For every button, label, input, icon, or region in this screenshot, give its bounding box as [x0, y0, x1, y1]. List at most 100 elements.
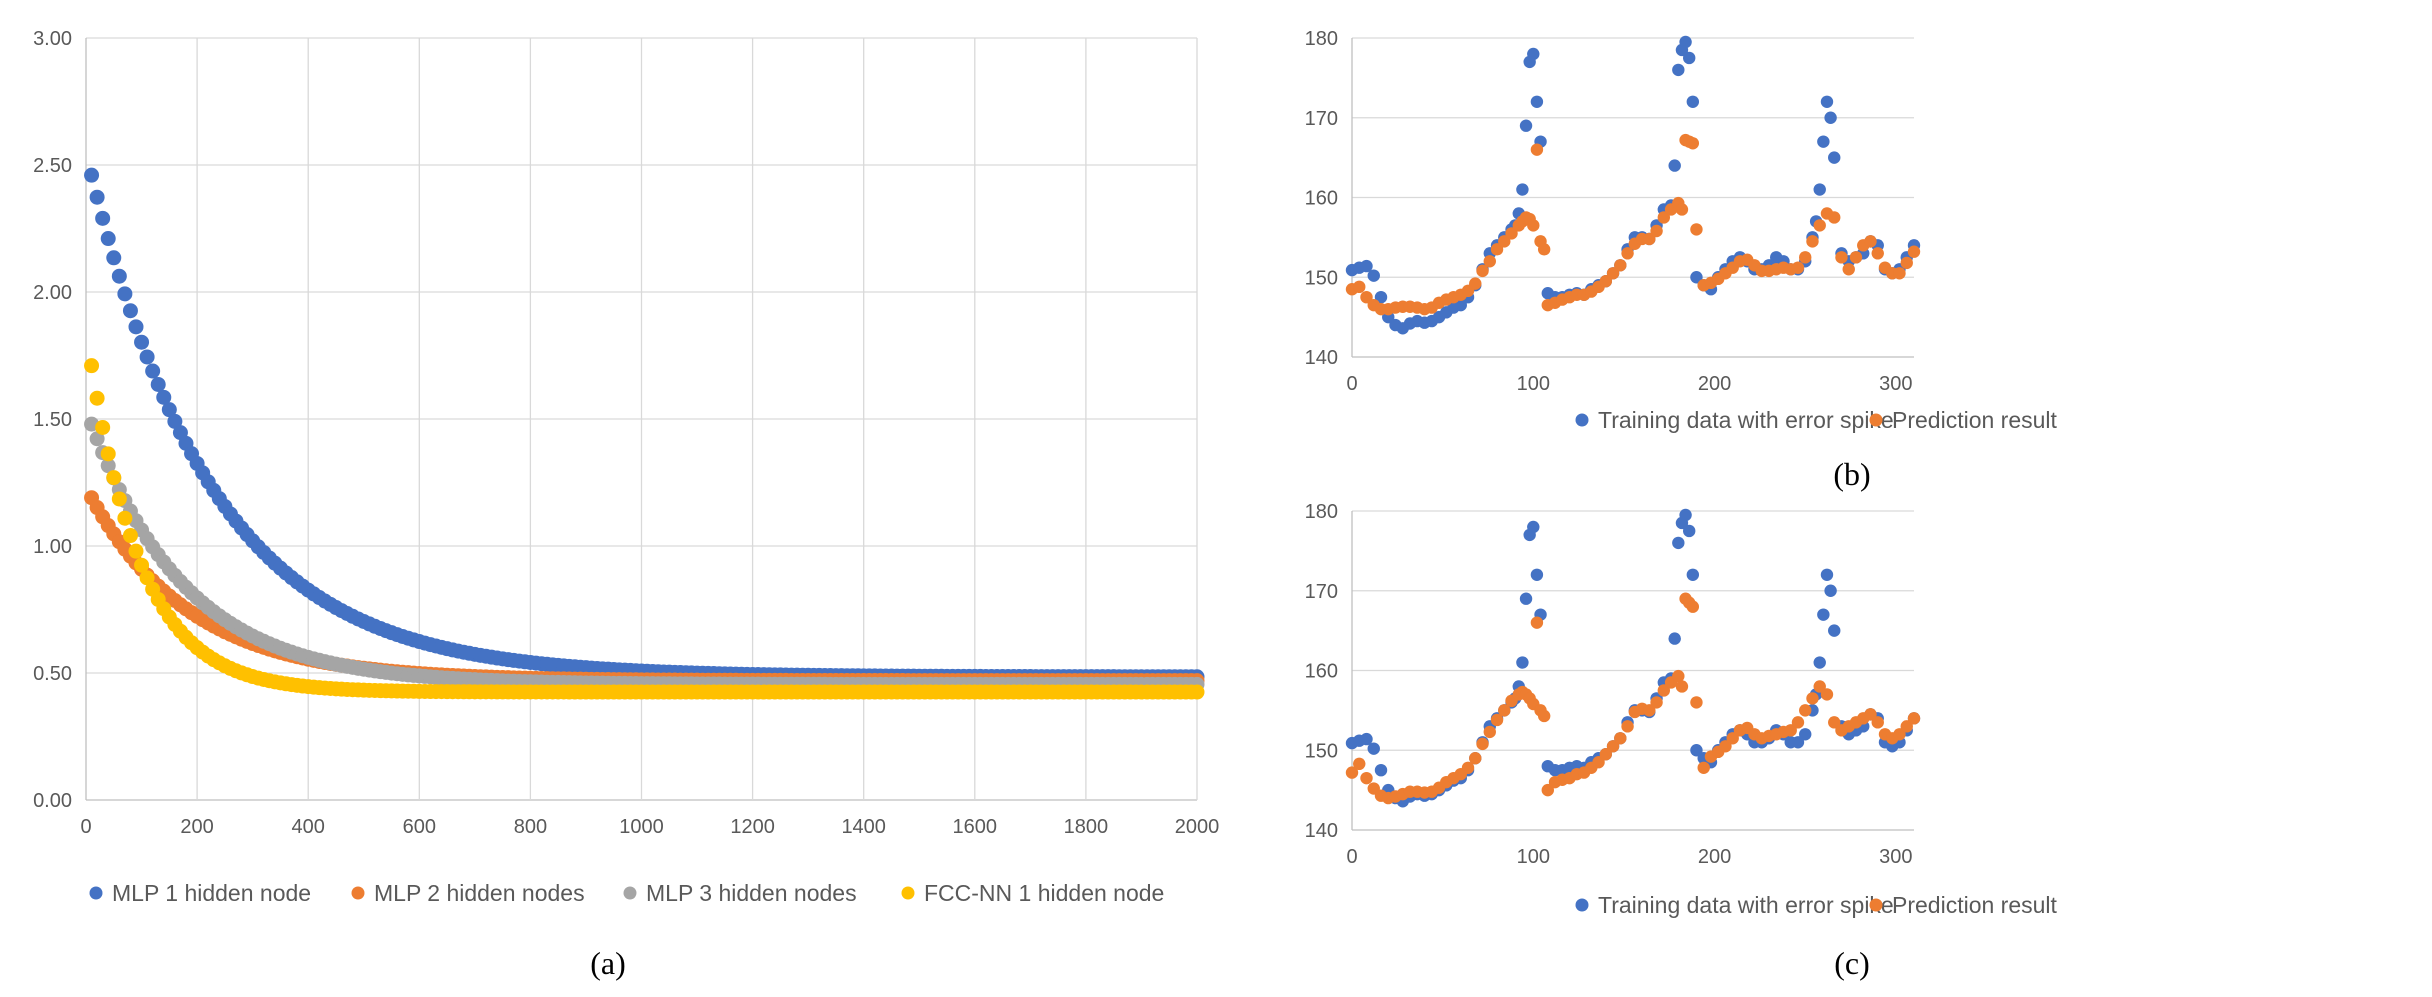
chart-c-x-ticks: 0 100 200 300 — [1346, 846, 1912, 868]
x-tick-label: 0 — [80, 816, 91, 838]
data-point — [1893, 728, 1906, 741]
data-point — [1871, 716, 1884, 729]
data-point — [1367, 269, 1380, 282]
chart-b-grid — [1351, 37, 1914, 358]
data-point — [1824, 584, 1837, 597]
data-point — [1516, 656, 1529, 669]
y-tick-label: 160 — [1305, 188, 1338, 210]
data-point — [84, 358, 100, 374]
data-point — [1530, 143, 1544, 156]
legend-marker — [351, 886, 365, 900]
data-point — [1650, 224, 1663, 238]
series-0 — [1345, 35, 1921, 335]
data-point — [1353, 757, 1366, 771]
chart-c-legend: Training data with error spikePrediction… — [1575, 892, 2058, 918]
data-point — [1519, 592, 1533, 605]
data-point — [100, 446, 116, 462]
data-point — [1374, 763, 1388, 777]
x-tick-label: 800 — [514, 816, 547, 838]
y-tick-label: 170 — [1305, 108, 1338, 130]
data-point — [1657, 211, 1671, 224]
y-tick-label: 1.50 — [33, 409, 72, 431]
data-point — [1599, 748, 1613, 761]
data-point — [1490, 243, 1504, 256]
x-tick-label: 1200 — [730, 816, 775, 838]
data-point — [1820, 688, 1834, 701]
data-point — [1621, 247, 1634, 260]
data-point — [1643, 704, 1656, 717]
x-tick-label: 200 — [180, 816, 213, 838]
data-point — [106, 470, 122, 486]
legend-label: Prediction result — [1892, 407, 2058, 433]
y-tick-label: 160 — [1305, 661, 1338, 683]
legend-label: MLP 1 hidden node — [112, 880, 311, 906]
data-point — [1537, 709, 1551, 723]
data-point — [1900, 720, 1913, 733]
data-point — [1842, 263, 1855, 276]
legend-label: Training data with error spike — [1598, 407, 1894, 433]
data-point — [1672, 669, 1685, 683]
legend-label: MLP 2 hidden nodes — [374, 880, 585, 906]
chart-c-grid — [1351, 510, 1914, 831]
legend-label: MLP 3 hidden nodes — [646, 880, 857, 906]
data-point — [1806, 692, 1819, 705]
data-point — [1675, 680, 1689, 693]
data-point — [1679, 35, 1692, 49]
chart-a-legend: MLP 1 hidden node MLP 2 hidden nodes MLP 3… — [89, 880, 1164, 906]
x-tick-label: 300 — [1879, 846, 1912, 868]
data-point — [1791, 716, 1805, 729]
x-tick-label: 1000 — [619, 816, 664, 838]
legend-label: Training data with error spike — [1598, 892, 1894, 918]
data-point — [1483, 725, 1496, 739]
data-point — [1799, 704, 1812, 717]
data-point — [1461, 761, 1475, 774]
data-point — [1679, 508, 1692, 522]
data-point — [1476, 264, 1489, 278]
data-point — [1828, 716, 1841, 729]
data-point — [1686, 137, 1700, 150]
data-point — [1519, 119, 1533, 132]
data-point — [1606, 740, 1620, 753]
x-tick-label: 100 — [1517, 846, 1550, 868]
data-point — [1650, 696, 1663, 709]
x-tick-label: 600 — [403, 816, 436, 838]
series-0 — [84, 167, 1205, 685]
data-point — [111, 491, 127, 507]
data-point — [1820, 568, 1834, 581]
data-point — [1726, 732, 1739, 745]
data-point — [1784, 724, 1797, 737]
data-point — [1614, 732, 1627, 745]
y-tick-label: 2.50 — [33, 155, 72, 177]
data-point — [1498, 235, 1511, 248]
x-tick-label: 1400 — [841, 816, 886, 838]
data-point — [122, 303, 138, 319]
data-point — [145, 363, 161, 379]
chart-a-y-ticks: 0.00 0.50 1.00 1.50 2.00 2.50 3.00 — [33, 28, 72, 812]
y-tick-label: 3.00 — [33, 28, 72, 50]
chart-b-x-ticks: 0 100 200 300 — [1346, 373, 1912, 395]
data-point — [1606, 267, 1620, 280]
x-tick-label: 300 — [1879, 373, 1912, 395]
data-point — [100, 231, 116, 247]
x-tick-label: 200 — [1698, 373, 1731, 395]
data-point — [1683, 524, 1696, 538]
data-point — [111, 268, 127, 284]
data-point — [1360, 732, 1373, 746]
data-point — [134, 334, 150, 350]
data-point — [1469, 752, 1482, 765]
y-tick-label: 180 — [1305, 28, 1338, 50]
data-point — [167, 413, 183, 429]
data-point — [1345, 766, 1359, 779]
data-point — [1686, 568, 1700, 581]
data-point — [1871, 247, 1884, 260]
data-point — [1454, 298, 1467, 312]
data-point — [1813, 680, 1826, 693]
data-point — [1189, 684, 1205, 700]
data-point — [1907, 712, 1921, 725]
data-point — [1530, 568, 1544, 581]
data-point — [1791, 736, 1805, 749]
legend-marker — [623, 886, 637, 900]
legend-marker — [89, 886, 103, 900]
data-point — [1672, 536, 1685, 550]
